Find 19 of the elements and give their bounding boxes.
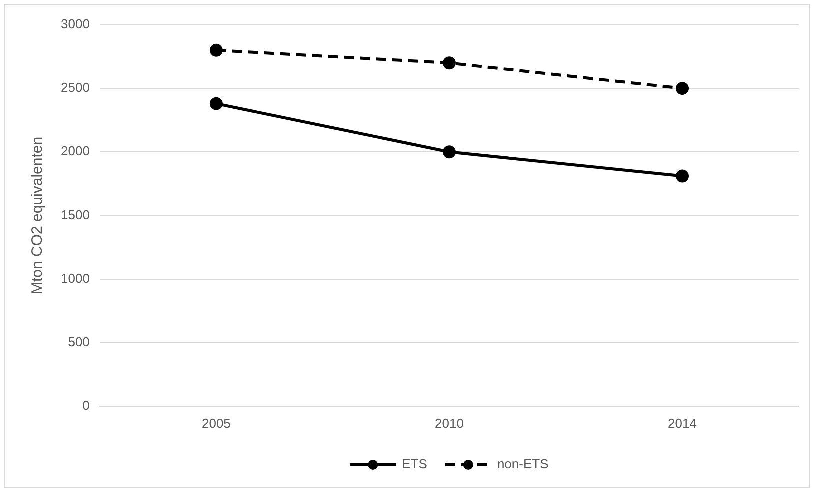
- x-tick-label: 2014: [668, 416, 697, 431]
- point: [676, 170, 689, 183]
- x-tick-label: 2010: [435, 416, 464, 431]
- y-tick-label: 0: [82, 398, 90, 413]
- x-tick-label: 2005: [202, 416, 231, 431]
- y-tick-label: 2000: [61, 144, 90, 159]
- point: [442, 56, 456, 70]
- legend-label: ETS: [402, 456, 428, 472]
- y-tick-label: 1500: [61, 207, 90, 222]
- point: [676, 82, 689, 96]
- y-tick-label: 3000: [61, 16, 90, 32]
- point: [442, 146, 456, 159]
- y-tick-label: 2500: [61, 80, 90, 96]
- legend-label: non-ETS: [497, 456, 550, 472]
- y-tick-label: 1000: [61, 270, 90, 286]
- point: [210, 44, 223, 57]
- y-tick-label: 500: [68, 334, 90, 350]
- y-axis-title: Mton CO2 equivalenten: [29, 136, 46, 295]
- point: [210, 97, 223, 110]
